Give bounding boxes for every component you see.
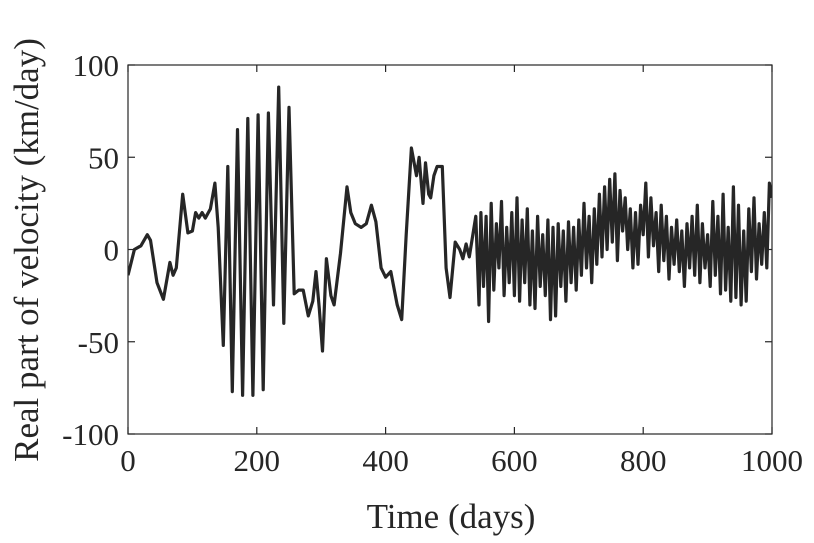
- y-axis-label: Real part of velocity (km/day): [7, 38, 46, 462]
- x-tick-label: 800: [620, 443, 667, 478]
- x-tick-label: 1000: [741, 443, 803, 478]
- y-tick-label: 0: [104, 233, 120, 268]
- x-tick-label: 400: [362, 443, 409, 478]
- y-tick-label: -50: [78, 325, 119, 360]
- y-tick-label: 50: [88, 140, 119, 175]
- plot-area: [127, 64, 773, 435]
- series-line-1: [128, 85, 772, 397]
- x-tick-label: 200: [234, 443, 281, 478]
- x-axis-label: Time (days): [367, 497, 536, 536]
- x-tick-label: 600: [491, 443, 538, 478]
- y-tick-label: -100: [62, 417, 119, 452]
- x-tick-label: 0: [120, 443, 136, 478]
- y-tick-label: 100: [73, 48, 120, 83]
- axis-ticks: 0 200 400 600 800 1000 -100 -50 0 50 100: [62, 48, 803, 478]
